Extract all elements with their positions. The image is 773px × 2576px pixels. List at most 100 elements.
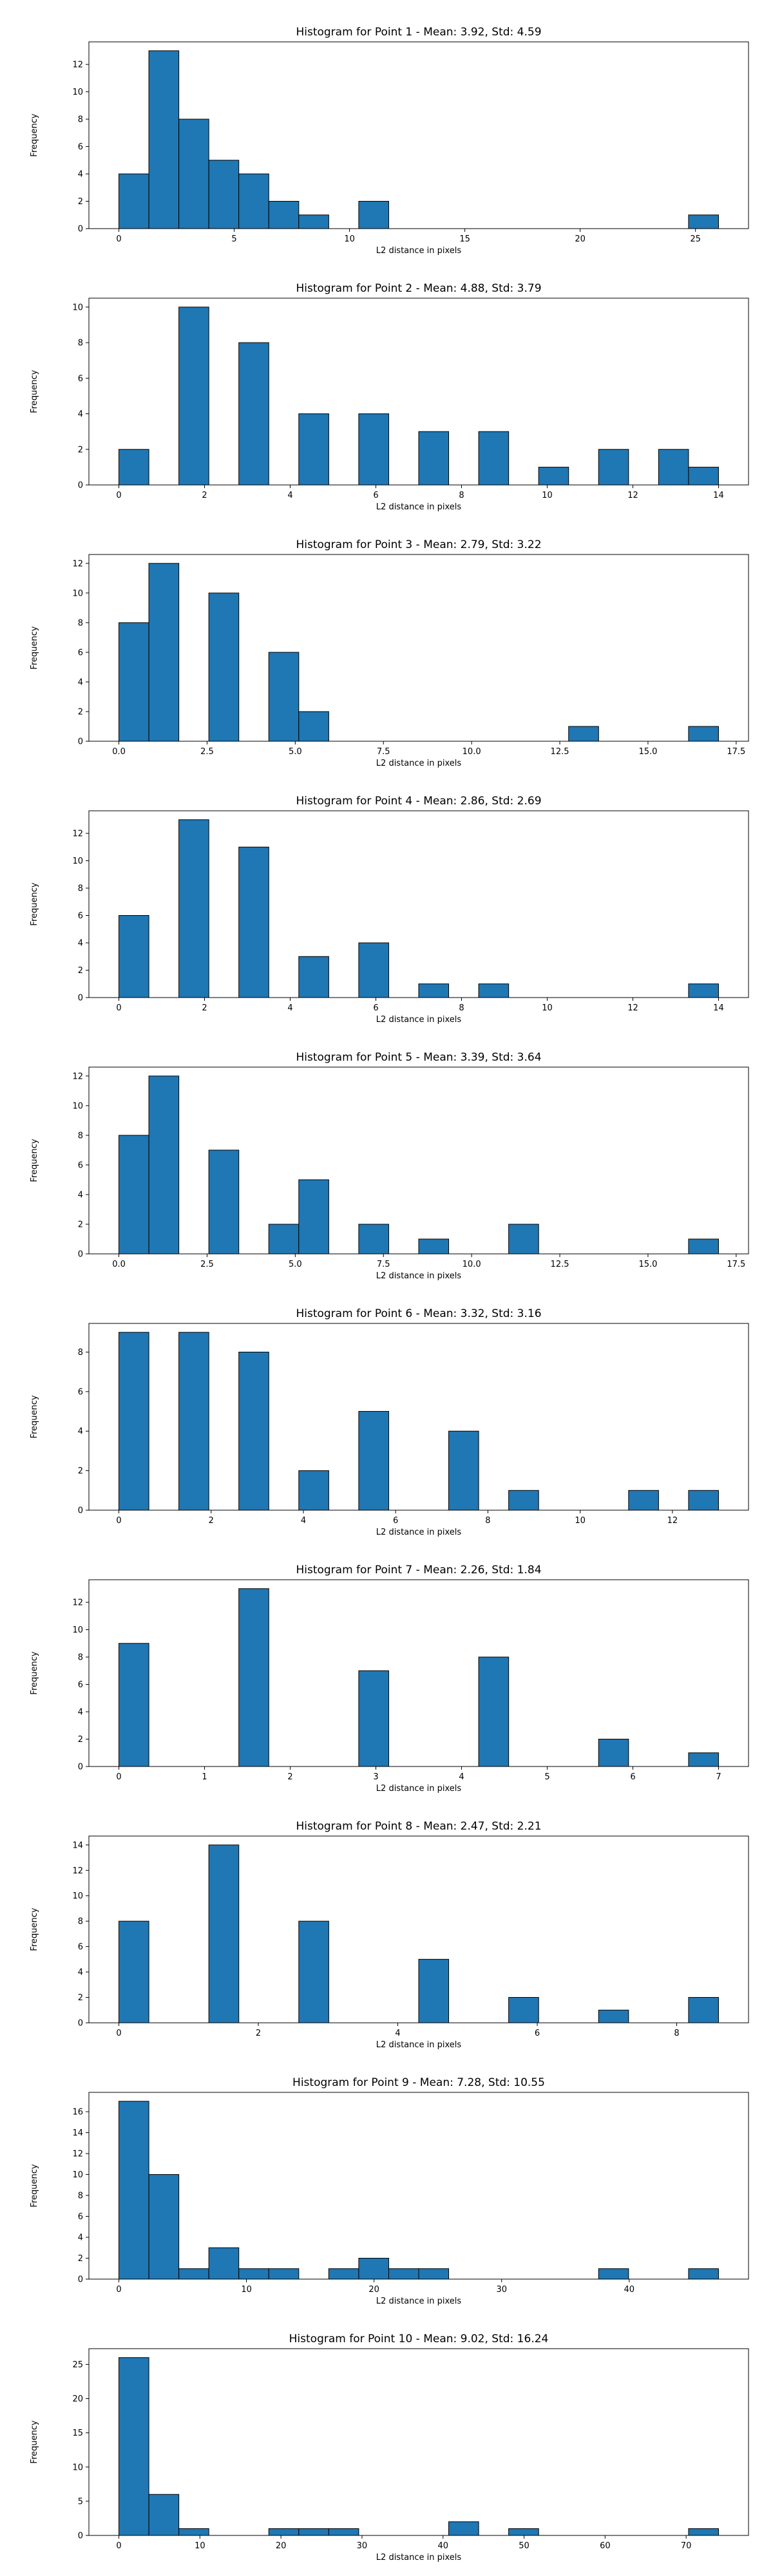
histogram-bar	[358, 1224, 389, 1255]
histogram-bar	[598, 2268, 629, 2280]
y-axis-label: Frequency	[30, 626, 39, 669]
histogram-bar	[688, 726, 719, 742]
histogram-bar	[688, 1238, 719, 1255]
y-tick-label: 0	[78, 2532, 83, 2541]
x-tick-label: 15.0	[638, 747, 657, 757]
histogram-bar	[628, 1490, 659, 1511]
x-tick-label: 10	[195, 2541, 205, 2551]
histogram-bar	[688, 466, 719, 486]
y-tick-label: 6	[78, 911, 83, 921]
x-axis-label: L2 distance in pixels	[376, 1784, 462, 1794]
y-tick-label: 10	[72, 589, 83, 598]
x-tick-label: 25	[690, 234, 701, 244]
x-axis-label: L2 distance in pixels	[376, 502, 462, 512]
x-tick-label: 10	[542, 491, 553, 500]
x-tick-label: 4	[395, 2029, 400, 2038]
histogram-panel-5: Histogram for Point 5 - Mean: 3.39, Std:…	[30, 1051, 749, 1281]
histogram-bar	[208, 2247, 240, 2280]
histogram-bar	[688, 2528, 719, 2536]
y-tick-label: 4	[78, 1708, 83, 1718]
x-tick-label: 0	[116, 491, 121, 500]
y-tick-label: 16	[72, 2108, 83, 2117]
plot-frame	[88, 1579, 749, 1767]
x-tick-label: 12	[627, 1003, 638, 1013]
x-tick-label: 2	[287, 1772, 292, 1782]
y-tick-label: 0	[78, 1506, 83, 1516]
histogram-bar	[268, 201, 300, 229]
histogram-bar	[178, 2528, 209, 2536]
x-tick-label: 0.0	[112, 747, 126, 757]
x-tick-label: 15.0	[638, 1260, 657, 1269]
y-tick-label: 2	[78, 966, 83, 976]
x-tick-label: 5	[231, 234, 236, 244]
histogram-bar	[119, 1643, 149, 1767]
y-tick-label: 14	[72, 2128, 83, 2138]
histogram-bar	[478, 983, 510, 998]
histogram-bar	[148, 50, 180, 229]
chart-title: Histogram for Point 2 - Mean: 4.88, Std:…	[296, 282, 541, 295]
x-tick-label: 10	[542, 1003, 553, 1013]
x-tick-label: 0	[116, 2541, 121, 2551]
histogram-bar	[148, 563, 180, 742]
x-axis-label: L2 distance in pixels	[376, 246, 462, 256]
histogram-bar	[688, 983, 719, 998]
y-tick-label: 10	[72, 857, 83, 866]
x-tick-label: 60	[600, 2541, 611, 2551]
histogram-bar	[358, 201, 389, 229]
y-tick-label: 10	[72, 1101, 83, 1111]
histogram-bar	[268, 2528, 300, 2536]
x-tick-label: 4	[287, 491, 292, 500]
y-tick-label: 25	[72, 2360, 83, 2370]
chart-title: Histogram for Point 1 - Mean: 3.92, Std:…	[296, 26, 541, 39]
x-tick-label: 50	[519, 2541, 530, 2551]
y-tick-label: 8	[78, 1917, 83, 1927]
x-tick-label: 2	[209, 1516, 214, 1526]
histogram-panel-3: Histogram for Point 3 - Mean: 2.79, Std:…	[30, 538, 749, 768]
x-axis-label: L2 distance in pixels	[376, 2553, 462, 2562]
x-tick-label: 7.5	[377, 747, 390, 757]
histogram-bar	[148, 1075, 180, 1255]
histogram-panel-6: Histogram for Point 6 - Mean: 3.32, Std:…	[30, 1307, 749, 1537]
y-tick-label: 5	[78, 2497, 83, 2506]
histogram-bar	[148, 2174, 180, 2280]
histogram-bar	[508, 2528, 539, 2536]
y-tick-label: 12	[72, 559, 83, 569]
y-tick-label: 6	[78, 142, 83, 152]
y-axis-label: Frequency	[30, 882, 39, 925]
histogram-bar	[358, 1670, 389, 1767]
chart-title: Histogram for Point 7 - Mean: 2.26, Std:…	[296, 1564, 541, 1577]
y-tick-label: 6	[78, 1160, 83, 1170]
y-tick-label: 0	[78, 1250, 83, 1260]
histogram-bar	[119, 1135, 149, 1255]
x-tick-label: 8	[485, 1516, 490, 1526]
histogram-bar	[508, 1997, 539, 2023]
histogram-bar	[298, 214, 329, 229]
y-tick-label: 20	[72, 2394, 83, 2404]
y-tick-label: 2	[78, 1466, 83, 1476]
x-tick-label: 12.5	[551, 1260, 569, 1269]
histogram-bar	[658, 449, 689, 486]
histogram-bar	[119, 622, 149, 742]
y-tick-label: 6	[78, 1942, 83, 1952]
x-tick-label: 0	[116, 2285, 121, 2295]
chart-title: Histogram for Point 3 - Mean: 2.79, Std:…	[296, 538, 541, 551]
plot-frame	[88, 2092, 749, 2280]
x-tick-label: 5.0	[289, 1260, 302, 1269]
histogram-bar	[388, 2268, 419, 2280]
x-tick-label: 12.5	[551, 747, 569, 757]
y-tick-label: 8	[78, 1653, 83, 1663]
histogram-bar	[119, 449, 149, 486]
x-tick-label: 0	[116, 234, 121, 244]
y-tick-label: 6	[78, 648, 83, 658]
histogram-bar	[418, 983, 450, 998]
x-tick-label: 5	[544, 1772, 549, 1782]
x-tick-label: 4	[459, 1772, 464, 1782]
y-tick-label: 0	[78, 994, 83, 1003]
y-tick-label: 8	[78, 1348, 83, 1358]
y-tick-label: 8	[78, 1131, 83, 1141]
histogram-bar	[448, 1430, 479, 1511]
y-tick-label: 6	[78, 1680, 83, 1690]
y-axis-label: Frequency	[30, 1908, 39, 1951]
x-tick-label: 2	[256, 2029, 261, 2038]
histogram-bar	[418, 1238, 450, 1255]
